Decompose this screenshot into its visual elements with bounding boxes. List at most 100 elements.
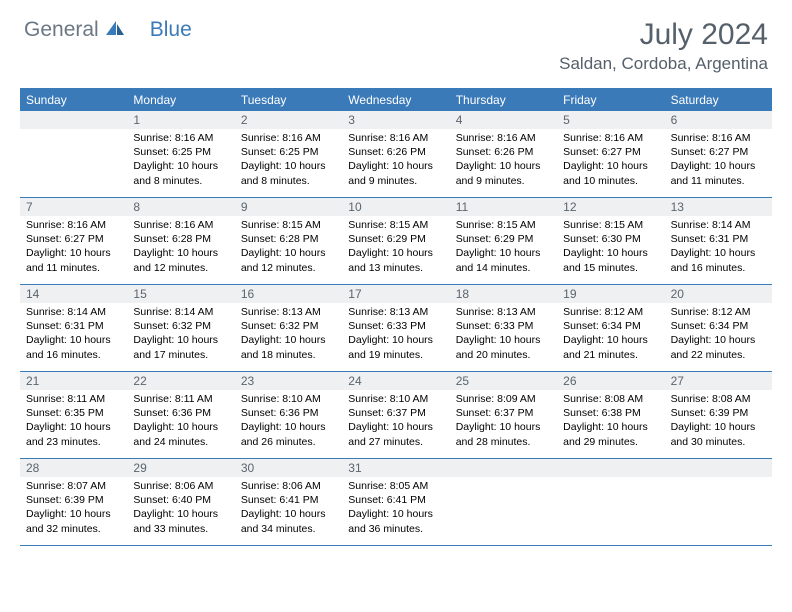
sunrise-text: Sunrise: 8:14 AM bbox=[133, 305, 228, 319]
day-number: 21 bbox=[20, 372, 127, 390]
calendar-cell: 3Sunrise: 8:16 AMSunset: 6:26 PMDaylight… bbox=[342, 111, 449, 197]
sunset-text: Sunset: 6:41 PM bbox=[348, 493, 443, 507]
calendar-cell: 13Sunrise: 8:14 AMSunset: 6:31 PMDayligh… bbox=[665, 198, 772, 284]
sunrise-text: Sunrise: 8:06 AM bbox=[133, 479, 228, 493]
sunrise-text: Sunrise: 8:16 AM bbox=[563, 131, 658, 145]
dl2-text: and 26 minutes. bbox=[241, 435, 336, 449]
sunset-text: Sunset: 6:28 PM bbox=[133, 232, 228, 246]
sunset-text: Sunset: 6:27 PM bbox=[26, 232, 121, 246]
sunrise-text: Sunrise: 8:12 AM bbox=[563, 305, 658, 319]
day-details: Sunrise: 8:15 AMSunset: 6:30 PMDaylight:… bbox=[557, 216, 664, 279]
calendar-cell bbox=[557, 459, 664, 545]
calendar-cell: 7Sunrise: 8:16 AMSunset: 6:27 PMDaylight… bbox=[20, 198, 127, 284]
day-number: 16 bbox=[235, 285, 342, 303]
sunrise-text: Sunrise: 8:16 AM bbox=[348, 131, 443, 145]
dl1-text: Daylight: 10 hours bbox=[241, 420, 336, 434]
sunset-text: Sunset: 6:27 PM bbox=[671, 145, 766, 159]
dl2-text: and 11 minutes. bbox=[671, 174, 766, 188]
dl2-text: and 19 minutes. bbox=[348, 348, 443, 362]
day-number: 20 bbox=[665, 285, 772, 303]
calendar-cell: 6Sunrise: 8:16 AMSunset: 6:27 PMDaylight… bbox=[665, 111, 772, 197]
sunset-text: Sunset: 6:38 PM bbox=[563, 406, 658, 420]
calendar-cell: 9Sunrise: 8:15 AMSunset: 6:28 PMDaylight… bbox=[235, 198, 342, 284]
sail-icon bbox=[104, 19, 126, 42]
dayhead-mon: Monday bbox=[127, 89, 234, 111]
day-number: 11 bbox=[450, 198, 557, 216]
calendar-cell: 11Sunrise: 8:15 AMSunset: 6:29 PMDayligh… bbox=[450, 198, 557, 284]
dl1-text: Daylight: 10 hours bbox=[241, 333, 336, 347]
sunset-text: Sunset: 6:26 PM bbox=[456, 145, 551, 159]
day-details: Sunrise: 8:13 AMSunset: 6:32 PMDaylight:… bbox=[235, 303, 342, 366]
dl2-text: and 9 minutes. bbox=[348, 174, 443, 188]
dl1-text: Daylight: 10 hours bbox=[348, 420, 443, 434]
day-details: Sunrise: 8:08 AMSunset: 6:39 PMDaylight:… bbox=[665, 390, 772, 453]
sunset-text: Sunset: 6:26 PM bbox=[348, 145, 443, 159]
dl2-text: and 12 minutes. bbox=[241, 261, 336, 275]
dl1-text: Daylight: 10 hours bbox=[563, 333, 658, 347]
title-block: July 2024 Saldan, Cordoba, Argentina bbox=[559, 18, 768, 74]
dl1-text: Daylight: 10 hours bbox=[348, 333, 443, 347]
sunset-text: Sunset: 6:33 PM bbox=[348, 319, 443, 333]
sunset-text: Sunset: 6:33 PM bbox=[456, 319, 551, 333]
day-number: 29 bbox=[127, 459, 234, 477]
dayhead-fri: Friday bbox=[557, 89, 664, 111]
calendar-cell: 25Sunrise: 8:09 AMSunset: 6:37 PMDayligh… bbox=[450, 372, 557, 458]
dl1-text: Daylight: 10 hours bbox=[456, 420, 551, 434]
sunset-text: Sunset: 6:39 PM bbox=[26, 493, 121, 507]
calendar-week: 7Sunrise: 8:16 AMSunset: 6:27 PMDaylight… bbox=[20, 198, 772, 285]
brand-part1: General bbox=[24, 18, 99, 42]
calendar-cell: 26Sunrise: 8:08 AMSunset: 6:38 PMDayligh… bbox=[557, 372, 664, 458]
day-details: Sunrise: 8:10 AMSunset: 6:37 PMDaylight:… bbox=[342, 390, 449, 453]
sunrise-text: Sunrise: 8:16 AM bbox=[456, 131, 551, 145]
dl2-text: and 29 minutes. bbox=[563, 435, 658, 449]
dl1-text: Daylight: 10 hours bbox=[348, 246, 443, 260]
day-details: Sunrise: 8:12 AMSunset: 6:34 PMDaylight:… bbox=[557, 303, 664, 366]
dl1-text: Daylight: 10 hours bbox=[241, 507, 336, 521]
dl2-text: and 28 minutes. bbox=[456, 435, 551, 449]
sunrise-text: Sunrise: 8:10 AM bbox=[348, 392, 443, 406]
dl1-text: Daylight: 10 hours bbox=[133, 246, 228, 260]
dl2-text: and 17 minutes. bbox=[133, 348, 228, 362]
day-details: Sunrise: 8:15 AMSunset: 6:28 PMDaylight:… bbox=[235, 216, 342, 279]
calendar: Sunday Monday Tuesday Wednesday Thursday… bbox=[20, 88, 772, 546]
dl1-text: Daylight: 10 hours bbox=[348, 159, 443, 173]
dl1-text: Daylight: 10 hours bbox=[26, 333, 121, 347]
calendar-week: 21Sunrise: 8:11 AMSunset: 6:35 PMDayligh… bbox=[20, 372, 772, 459]
sunrise-text: Sunrise: 8:15 AM bbox=[563, 218, 658, 232]
day-number: 10 bbox=[342, 198, 449, 216]
dl1-text: Daylight: 10 hours bbox=[26, 420, 121, 434]
sunset-text: Sunset: 6:28 PM bbox=[241, 232, 336, 246]
dl2-text: and 8 minutes. bbox=[133, 174, 228, 188]
sunset-text: Sunset: 6:34 PM bbox=[671, 319, 766, 333]
dl2-text: and 13 minutes. bbox=[348, 261, 443, 275]
sunrise-text: Sunrise: 8:13 AM bbox=[348, 305, 443, 319]
calendar-cell: 29Sunrise: 8:06 AMSunset: 6:40 PMDayligh… bbox=[127, 459, 234, 545]
dl2-text: and 16 minutes. bbox=[26, 348, 121, 362]
dayhead-wed: Wednesday bbox=[342, 89, 449, 111]
calendar-cell: 8Sunrise: 8:16 AMSunset: 6:28 PMDaylight… bbox=[127, 198, 234, 284]
dl2-text: and 33 minutes. bbox=[133, 522, 228, 536]
dl2-text: and 34 minutes. bbox=[241, 522, 336, 536]
dl2-text: and 22 minutes. bbox=[671, 348, 766, 362]
dl2-text: and 24 minutes. bbox=[133, 435, 228, 449]
dl1-text: Daylight: 10 hours bbox=[26, 507, 121, 521]
sunrise-text: Sunrise: 8:13 AM bbox=[241, 305, 336, 319]
dl1-text: Daylight: 10 hours bbox=[671, 333, 766, 347]
day-details: Sunrise: 8:07 AMSunset: 6:39 PMDaylight:… bbox=[20, 477, 127, 540]
day-details: Sunrise: 8:13 AMSunset: 6:33 PMDaylight:… bbox=[450, 303, 557, 366]
sunset-text: Sunset: 6:36 PM bbox=[241, 406, 336, 420]
sunset-text: Sunset: 6:30 PM bbox=[563, 232, 658, 246]
sunset-text: Sunset: 6:32 PM bbox=[133, 319, 228, 333]
calendar-cell: 5Sunrise: 8:16 AMSunset: 6:27 PMDaylight… bbox=[557, 111, 664, 197]
calendar-cell: 30Sunrise: 8:06 AMSunset: 6:41 PMDayligh… bbox=[235, 459, 342, 545]
day-details: Sunrise: 8:15 AMSunset: 6:29 PMDaylight:… bbox=[450, 216, 557, 279]
calendar-cell: 1Sunrise: 8:16 AMSunset: 6:25 PMDaylight… bbox=[127, 111, 234, 197]
dl1-text: Daylight: 10 hours bbox=[133, 420, 228, 434]
day-number: 12 bbox=[557, 198, 664, 216]
dl2-text: and 30 minutes. bbox=[671, 435, 766, 449]
dl2-text: and 23 minutes. bbox=[26, 435, 121, 449]
month-title: July 2024 bbox=[559, 18, 768, 52]
sunrise-text: Sunrise: 8:16 AM bbox=[133, 131, 228, 145]
weekday-header: Sunday Monday Tuesday Wednesday Thursday… bbox=[20, 89, 772, 111]
day-number: 4 bbox=[450, 111, 557, 129]
